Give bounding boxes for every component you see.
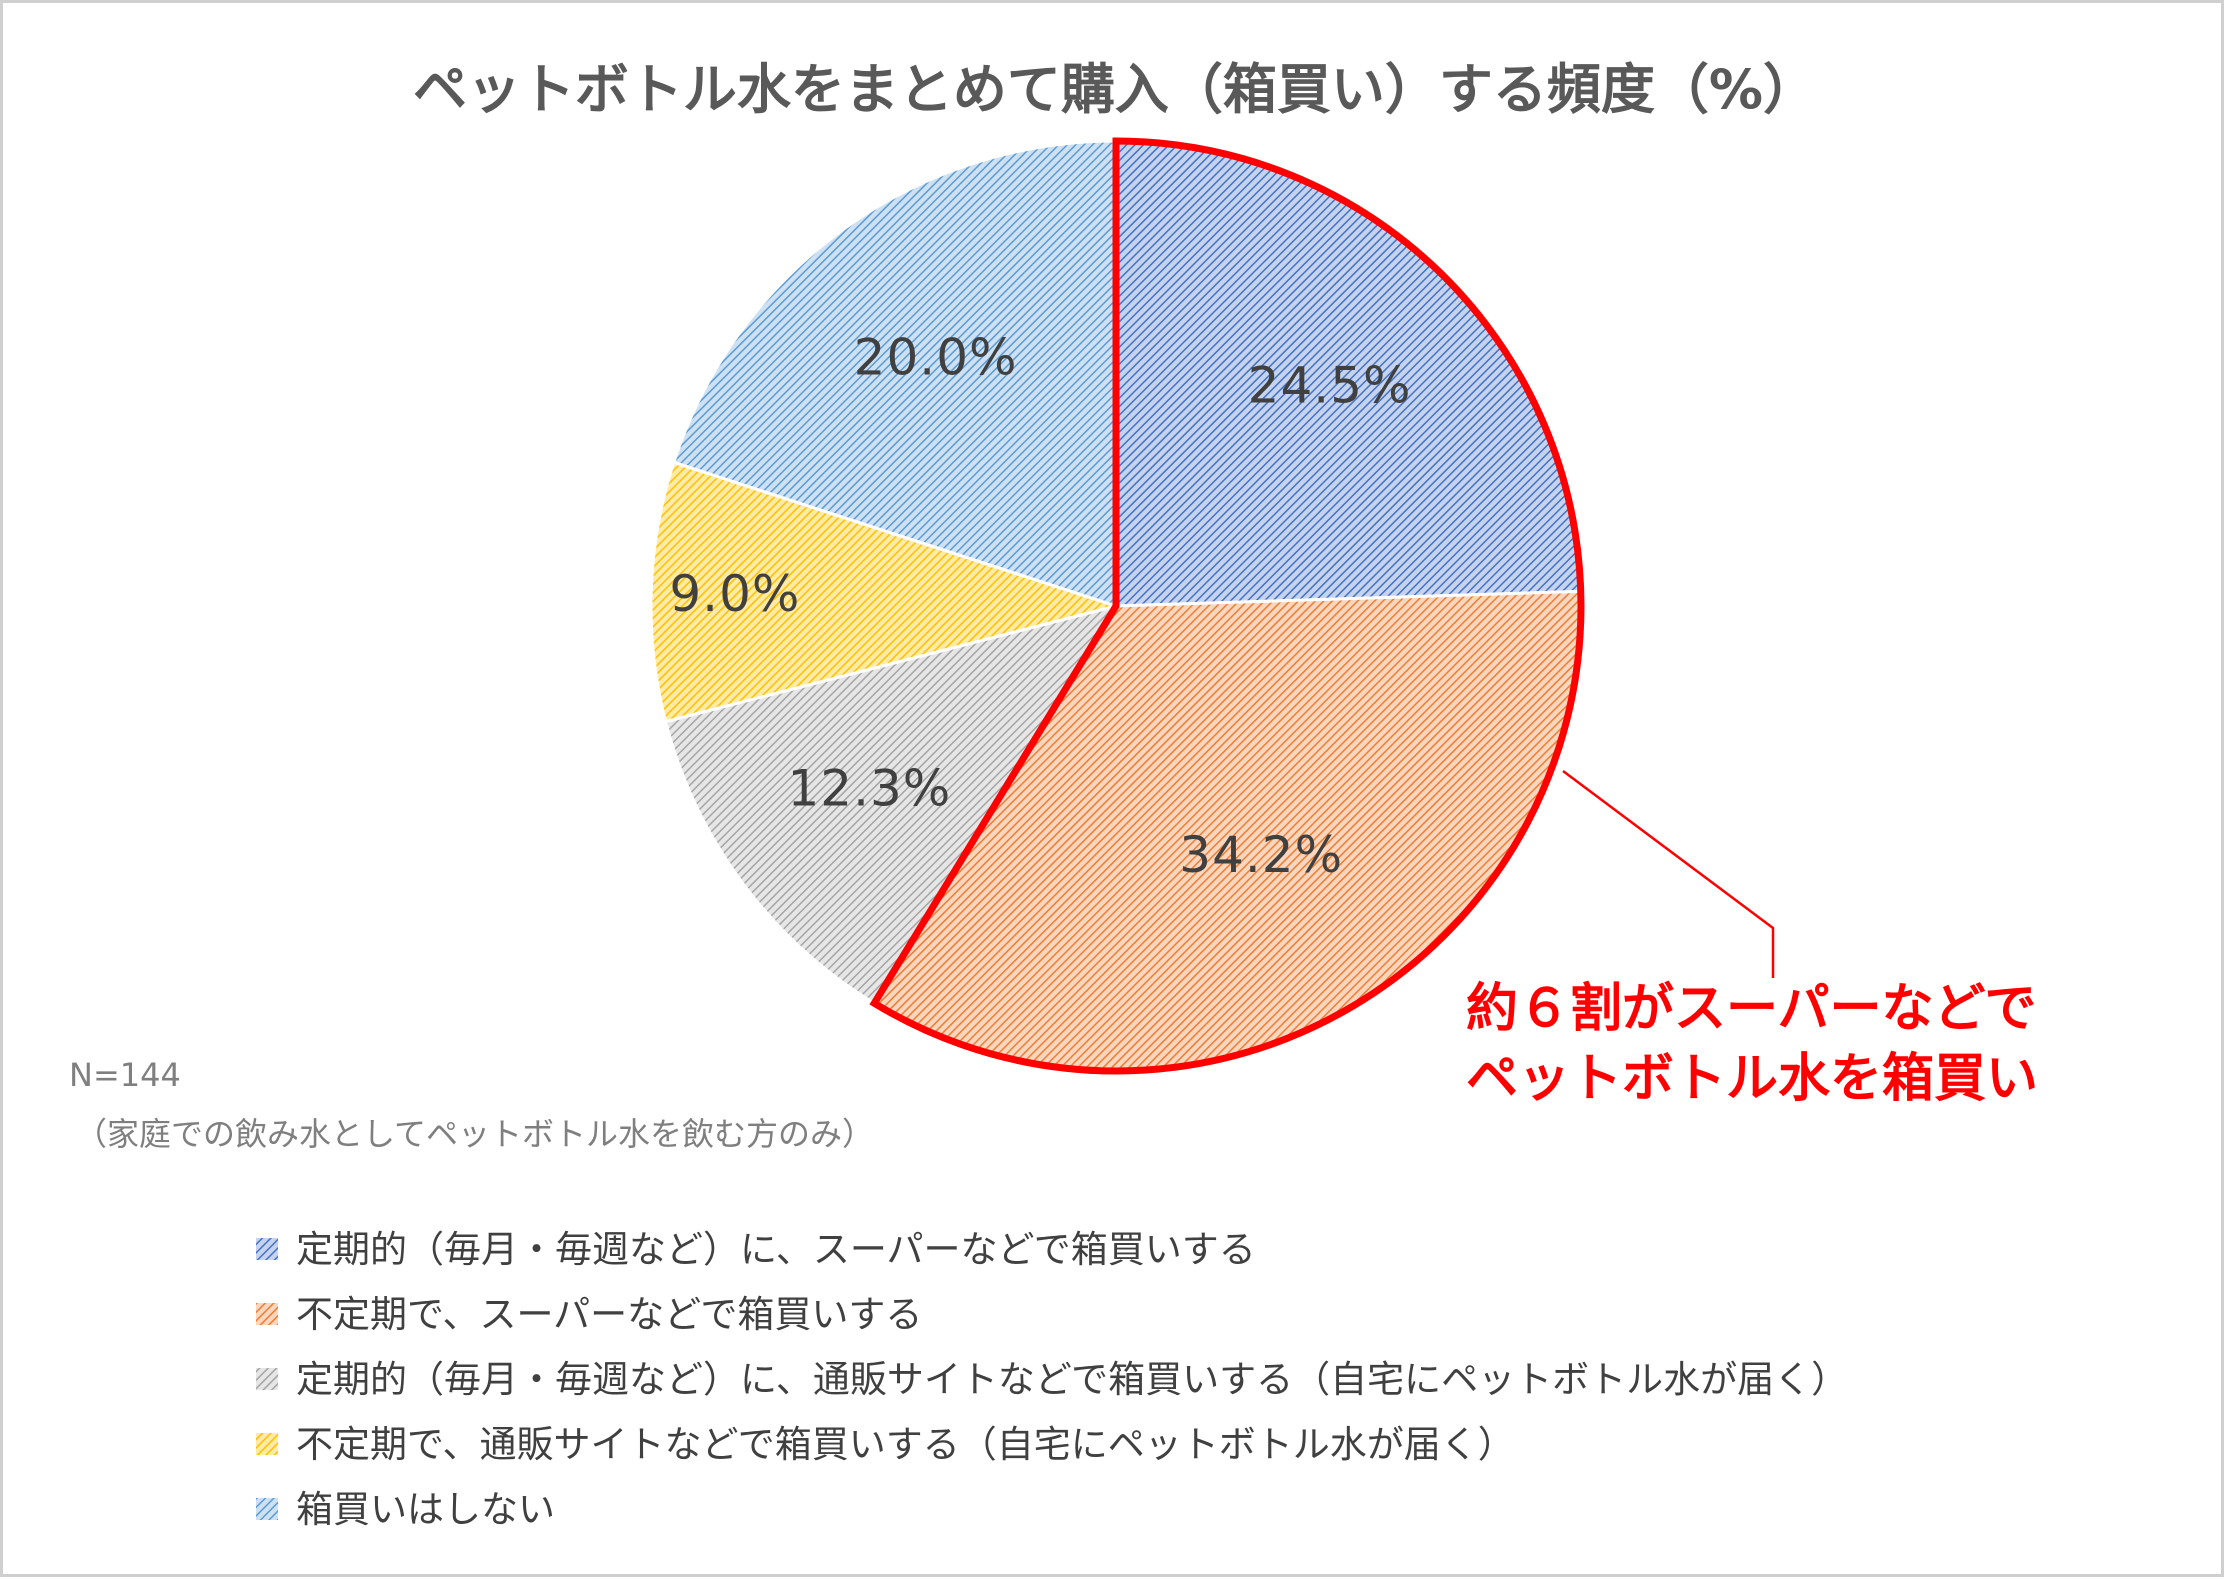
legend-label-irregular-supermarket: 不定期で、スーパーなどで箱買いする	[296, 1293, 922, 1336]
pie-slices	[649, 139, 1583, 1073]
legend-swatch-no-bulk	[256, 1498, 278, 1520]
legend-label-irregular-online: 不定期で、通販サイトなどで箱買いする（自宅にペットボトル水が届く）	[296, 1423, 1515, 1466]
legend-label-no-bulk: 箱買いはしない	[296, 1488, 555, 1531]
highlight-outline	[869, 137, 1585, 1075]
data-label-no-bulk: 20.0%	[854, 329, 1018, 387]
pie-slice-regular-online	[663, 603, 1120, 1006]
legend-label-regular-online: 定期的（毎月・毎週など）に、通販サイトなどで箱買いする（自宅にペットボトル水が届…	[296, 1358, 1848, 1401]
legend-swatch-regular-supermarket	[256, 1238, 278, 1260]
callout-leader-line	[1562, 769, 1775, 978]
legend: 定期的（毎月・毎週など）に、スーパーなどで箱買いする不定期で、スーパーなどで箱買…	[256, 1228, 1848, 1531]
callout-line-1: 約６割がスーパーなどで	[1466, 979, 2036, 1039]
chart-title: ペットボトル水をまとめて購入（箱買い）する頻度（%）	[413, 58, 1817, 121]
data-label-irregular-online: 9.0%	[669, 565, 800, 623]
pie-slice-no-bulk	[671, 139, 1118, 609]
pie-chart: ペットボトル水をまとめて購入（箱買い）する頻度（%） 24.5% 34.2% 12.…	[69, 58, 2038, 1531]
legend-swatch-irregular-supermarket	[256, 1303, 278, 1325]
sample-size-note: N=144	[69, 1056, 181, 1094]
legend-swatch-irregular-online	[256, 1433, 278, 1455]
data-label-regular-supermarket: 24.5%	[1248, 357, 1412, 415]
sample-scope-note: （家庭での飲み水としてペットボトル水を飲む方のみ）	[75, 1115, 874, 1153]
callout-line-2: ペットボトル水を箱買い	[1466, 1049, 2038, 1109]
legend-label-regular-supermarket: 定期的（毎月・毎週など）に、スーパーなどで箱買いする	[296, 1228, 1256, 1271]
pie-data-labels: 24.5% 34.2% 12.3% 9.0% 20.0%	[669, 329, 1412, 884]
data-label-irregular-supermarket: 34.2%	[1179, 826, 1343, 884]
legend-swatch-regular-online	[256, 1368, 278, 1390]
pie-slice-irregular-online	[649, 460, 1122, 724]
data-label-regular-online: 12.3%	[787, 760, 951, 818]
